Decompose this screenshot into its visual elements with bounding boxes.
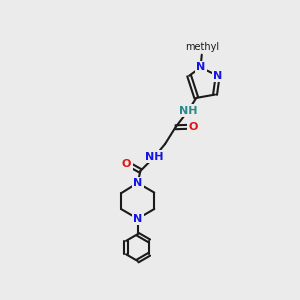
Text: O: O xyxy=(188,122,197,132)
Text: O: O xyxy=(122,159,131,169)
Text: NH: NH xyxy=(146,152,164,162)
Text: N: N xyxy=(213,71,222,81)
Text: N: N xyxy=(196,62,205,72)
Text: methyl: methyl xyxy=(185,42,219,52)
Text: N: N xyxy=(133,178,142,188)
Text: N: N xyxy=(133,214,142,224)
Text: NH: NH xyxy=(179,106,197,116)
